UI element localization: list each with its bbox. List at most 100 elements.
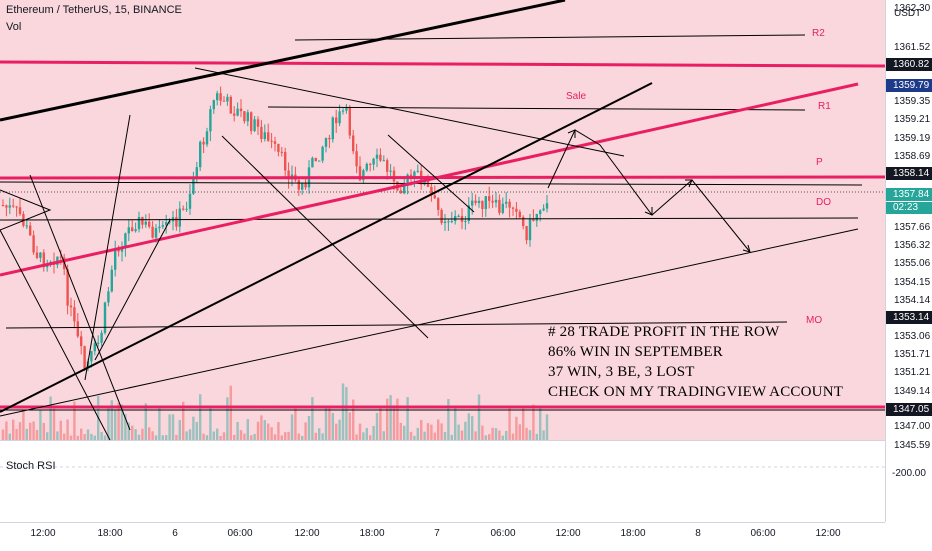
volume-bar: [171, 414, 175, 440]
annotation-text[interactable]: # 28 TRADE PROFIT IN THE ROW 86% WIN IN …: [548, 322, 843, 402]
black-rising-trendline[interactable]: [0, 82, 653, 413]
volume-bar: [226, 397, 229, 440]
descending-line-3[interactable]: [387, 134, 475, 213]
candle-body: [267, 132, 270, 141]
volume-bar: [12, 419, 15, 440]
volume-bar: [46, 432, 49, 440]
time-tick: 12:00: [815, 528, 841, 539]
volume-bar: [457, 424, 460, 440]
projection-arrows[interactable]: [547, 129, 751, 253]
time-axis[interactable]: [0, 522, 885, 551]
time-tick: 12:00: [30, 528, 56, 539]
volume-bar: [124, 414, 127, 440]
thin-rising-trendline[interactable]: [0, 228, 859, 417]
pane-separator[interactable]: [0, 440, 885, 452]
candle-body: [29, 225, 32, 236]
candle-body: [341, 110, 345, 112]
volume-bar: [375, 412, 379, 440]
left-line-b[interactable]: [0, 229, 111, 441]
left-line-c[interactable]: [84, 114, 131, 381]
stoch-rsi-label[interactable]: Stoch RSI: [6, 460, 56, 472]
candle-body: [545, 203, 549, 209]
volume-bar: [260, 415, 263, 440]
volume-bar: [134, 429, 137, 440]
candle-body: [154, 228, 158, 238]
descending-line-2[interactable]: [221, 135, 429, 339]
candle-body: [280, 151, 283, 153]
candle-body: [97, 342, 100, 344]
candle-body: [328, 137, 331, 140]
candle-body: [416, 170, 419, 172]
candle-body: [175, 217, 178, 227]
candle-body: [430, 186, 433, 196]
candle-body: [73, 307, 76, 322]
arrow-head-4: [742, 244, 751, 253]
volume-bar: [522, 408, 525, 440]
volume-bar: [212, 431, 215, 440]
candle-body: [301, 183, 304, 190]
candle-body: [399, 190, 402, 194]
descending-line-1[interactable]: [194, 67, 625, 157]
r2-red-line[interactable]: [0, 60, 885, 68]
volume-bars: [1, 383, 549, 440]
price-tick: 1351.21: [894, 367, 931, 378]
symbol-title[interactable]: Ethereum / TetherUS, 15, BINANCE: [6, 4, 182, 16]
candle-body: [66, 269, 69, 306]
candle-body: [144, 221, 147, 225]
top-black-trendline[interactable]: [0, 0, 566, 122]
r2-line[interactable]: [294, 34, 806, 41]
candle-body: [250, 112, 253, 131]
volume-bar: [386, 398, 389, 440]
volume-bar: [321, 433, 324, 440]
r1-line[interactable]: [267, 106, 806, 111]
candle-body: [83, 346, 86, 369]
candle-body: [382, 160, 385, 162]
volume-bar: [535, 433, 538, 440]
candle-body: [12, 205, 15, 207]
candle-body: [202, 141, 205, 145]
left-line-d[interactable]: [94, 219, 171, 361]
price-tick: 1359.19: [894, 133, 931, 144]
candle-body: [219, 93, 222, 101]
candle-body: [488, 196, 491, 201]
candle-body: [372, 158, 375, 165]
red-rising-trendline[interactable]: [0, 82, 859, 277]
left-wedge[interactable]: [0, 189, 52, 231]
time-tick: 06:00: [227, 528, 253, 539]
do-line[interactable]: [0, 217, 859, 221]
volume-bar: [80, 428, 83, 440]
volume-bar: [379, 406, 382, 440]
candle-body: [239, 108, 243, 112]
volume-bar: [66, 419, 69, 440]
volume-indicator-label[interactable]: Vol: [6, 21, 22, 33]
current-price-badge: 1357.84: [886, 188, 932, 201]
drawing-layer[interactable]: [0, 0, 885, 522]
volume-bar: [454, 406, 457, 440]
volume-bar: [277, 422, 280, 440]
mo-line[interactable]: [5, 321, 788, 329]
candle-body: [18, 207, 22, 214]
volume-bar: [437, 419, 440, 440]
candle-body: [15, 206, 18, 208]
candle-body: [352, 135, 355, 152]
volume-bar: [511, 433, 515, 440]
volume-bar: [127, 422, 130, 440]
candle-body: [518, 211, 521, 218]
left-line-a[interactable]: [29, 174, 131, 431]
volume-bar: [392, 405, 396, 440]
r2-price-badge: 1360.82: [886, 58, 932, 71]
volume-bar: [202, 433, 205, 440]
candle-body: [137, 217, 141, 230]
candle-body: [467, 205, 470, 222]
volume-bar: [528, 430, 532, 440]
p-line-black[interactable]: [0, 181, 863, 186]
candle-body: [386, 160, 389, 172]
candle-body: [103, 302, 107, 333]
volume-bar: [185, 431, 188, 440]
volume-bar: [192, 416, 195, 440]
volume-bar: [239, 430, 243, 440]
stoch-rsi-pane[interactable]: [0, 452, 885, 522]
candle-body: [270, 140, 273, 142]
volume-bar: [209, 405, 212, 440]
